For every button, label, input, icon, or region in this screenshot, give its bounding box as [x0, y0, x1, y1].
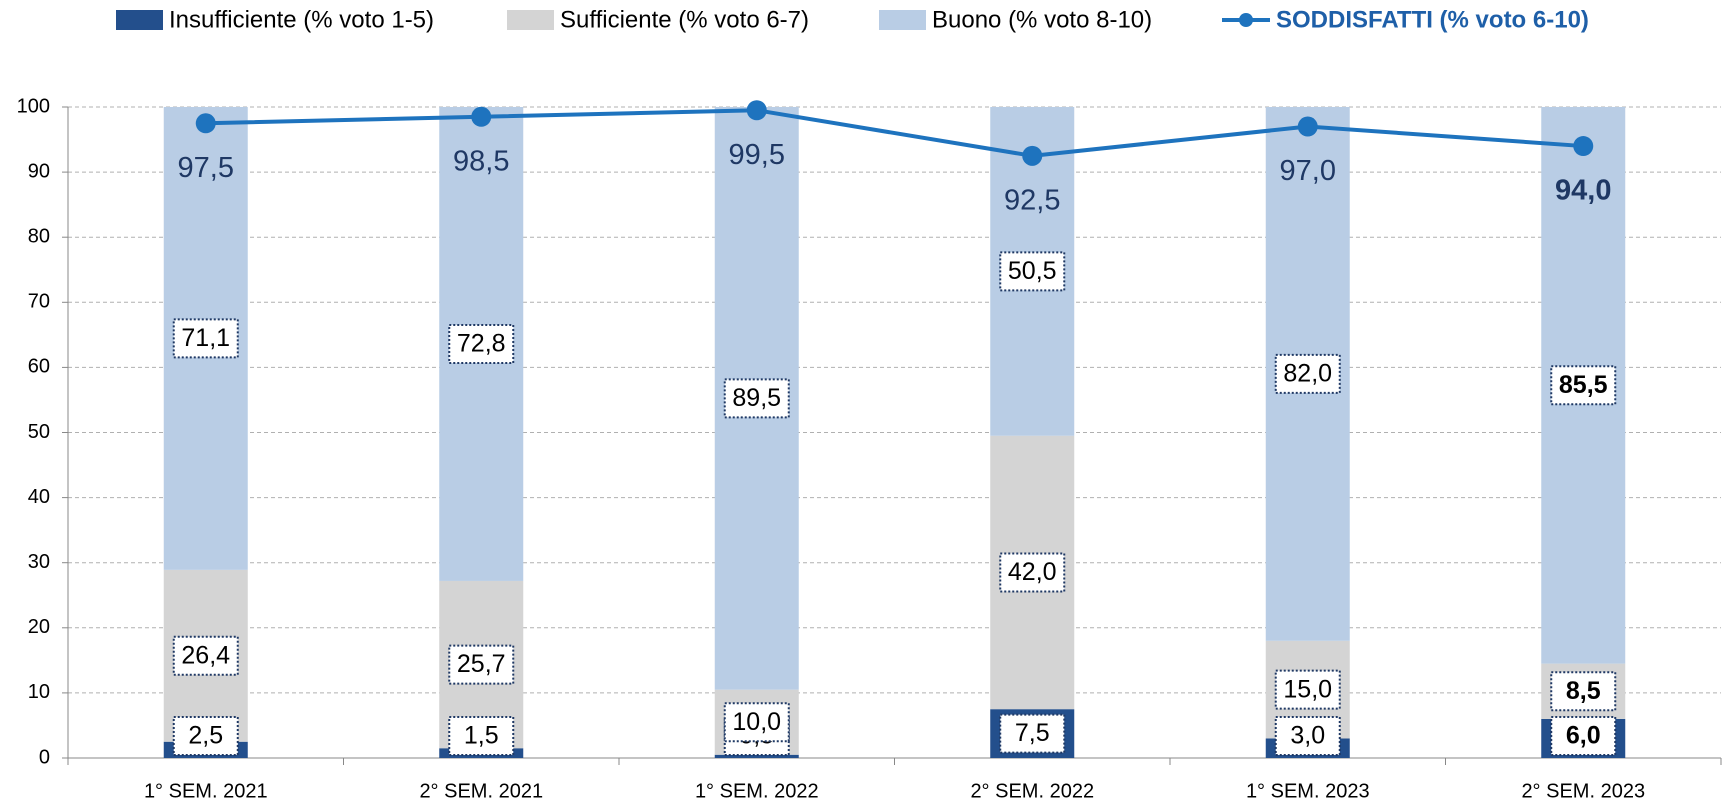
- data-label-box: [1274, 669, 1341, 710]
- data-label: 7,5: [1015, 719, 1050, 747]
- data-label-box: [1550, 671, 1617, 712]
- data-label: 6,0: [1566, 722, 1601, 750]
- data-label: 71,1: [181, 324, 230, 352]
- y-tick-label: 90: [28, 160, 50, 182]
- line: [205, 108, 1584, 158]
- line-point: [746, 100, 767, 121]
- x-tick-label: 1° SEM. 2021: [144, 780, 268, 802]
- data-label: 82,0: [1283, 360, 1332, 388]
- data-label: 3,0: [1290, 722, 1325, 750]
- data-label: 8,5: [1566, 677, 1601, 705]
- data-label-box: [1274, 716, 1341, 756]
- line-point: [195, 113, 216, 134]
- y-tick-label: 70: [28, 291, 50, 313]
- data-label-box: [723, 378, 790, 419]
- line-point: [1573, 136, 1594, 157]
- legend-label: Sufficiente (% voto 6-7): [560, 6, 809, 33]
- data-label: 85,5: [1559, 371, 1608, 399]
- y-tick-label: 100: [17, 95, 50, 117]
- line-label: 94,0: [1555, 175, 1611, 207]
- line-label: 97,0: [1280, 155, 1336, 187]
- data-label-box: [448, 716, 515, 756]
- data-label-box: [172, 318, 239, 359]
- data-label: 72,8: [457, 330, 506, 358]
- bar-segment: [714, 754, 799, 758]
- line-point: [471, 106, 492, 127]
- y-tick-label: 50: [28, 421, 50, 443]
- data-label-box: [999, 713, 1066, 754]
- y-tick-label: 30: [28, 551, 50, 573]
- legend-label: Insufficiente (% voto 1-5): [169, 6, 434, 33]
- y-tick-label: 60: [28, 356, 50, 378]
- line-point: [1022, 145, 1043, 166]
- data-label-box: [1274, 353, 1341, 394]
- data-label: 89,5: [732, 384, 781, 412]
- legend-swatch: [507, 10, 554, 30]
- data-label-box: [172, 716, 239, 756]
- legend-swatch: [116, 10, 163, 30]
- x-tick-label: 2° SEM. 2022: [970, 780, 1094, 802]
- x-tick-label: 1° SEM. 2022: [695, 780, 819, 802]
- line-label: 92,5: [1004, 184, 1060, 216]
- data-label: 42,0: [1008, 558, 1057, 586]
- line-label: 99,5: [729, 139, 785, 171]
- data-label-box: [999, 552, 1066, 593]
- data-label: 25,7: [457, 650, 506, 678]
- line-point: [1297, 116, 1318, 137]
- y-tick-label: 40: [28, 486, 50, 508]
- data-label-box: [723, 702, 790, 743]
- data-label-box: [1550, 365, 1617, 406]
- y-tick-label: 0: [39, 746, 50, 768]
- line-label: 98,5: [453, 145, 509, 177]
- data-label-box: [999, 251, 1066, 292]
- data-label-box: [172, 635, 239, 676]
- x-tick-label: 1° SEM. 2023: [1246, 780, 1370, 802]
- data-label-box: [1550, 716, 1617, 756]
- data-label-box: [448, 323, 515, 364]
- data-label: 1,5: [464, 722, 499, 750]
- legend-marker: [1239, 13, 1253, 27]
- legend-label: Buono (% voto 8-10): [932, 6, 1152, 33]
- line-label: 97,5: [178, 152, 234, 184]
- legend-label: SODDISFATTI (% voto 6-10): [1276, 6, 1589, 33]
- data-label: 50,5: [1008, 257, 1057, 285]
- x-tick-label: 2° SEM. 2023: [1521, 780, 1645, 802]
- data-label: 15,0: [1283, 675, 1332, 703]
- x-tick-label: 2° SEM. 2021: [419, 780, 543, 802]
- data-label: 10,0: [732, 708, 781, 736]
- data-label-box: [448, 644, 515, 685]
- y-tick-label: 10: [28, 681, 50, 703]
- y-tick-label: 20: [28, 616, 50, 638]
- data-label: 2,5: [188, 722, 223, 750]
- y-tick-label: 80: [28, 225, 50, 247]
- data-label: 26,4: [181, 641, 230, 669]
- legend-swatch: [879, 10, 926, 30]
